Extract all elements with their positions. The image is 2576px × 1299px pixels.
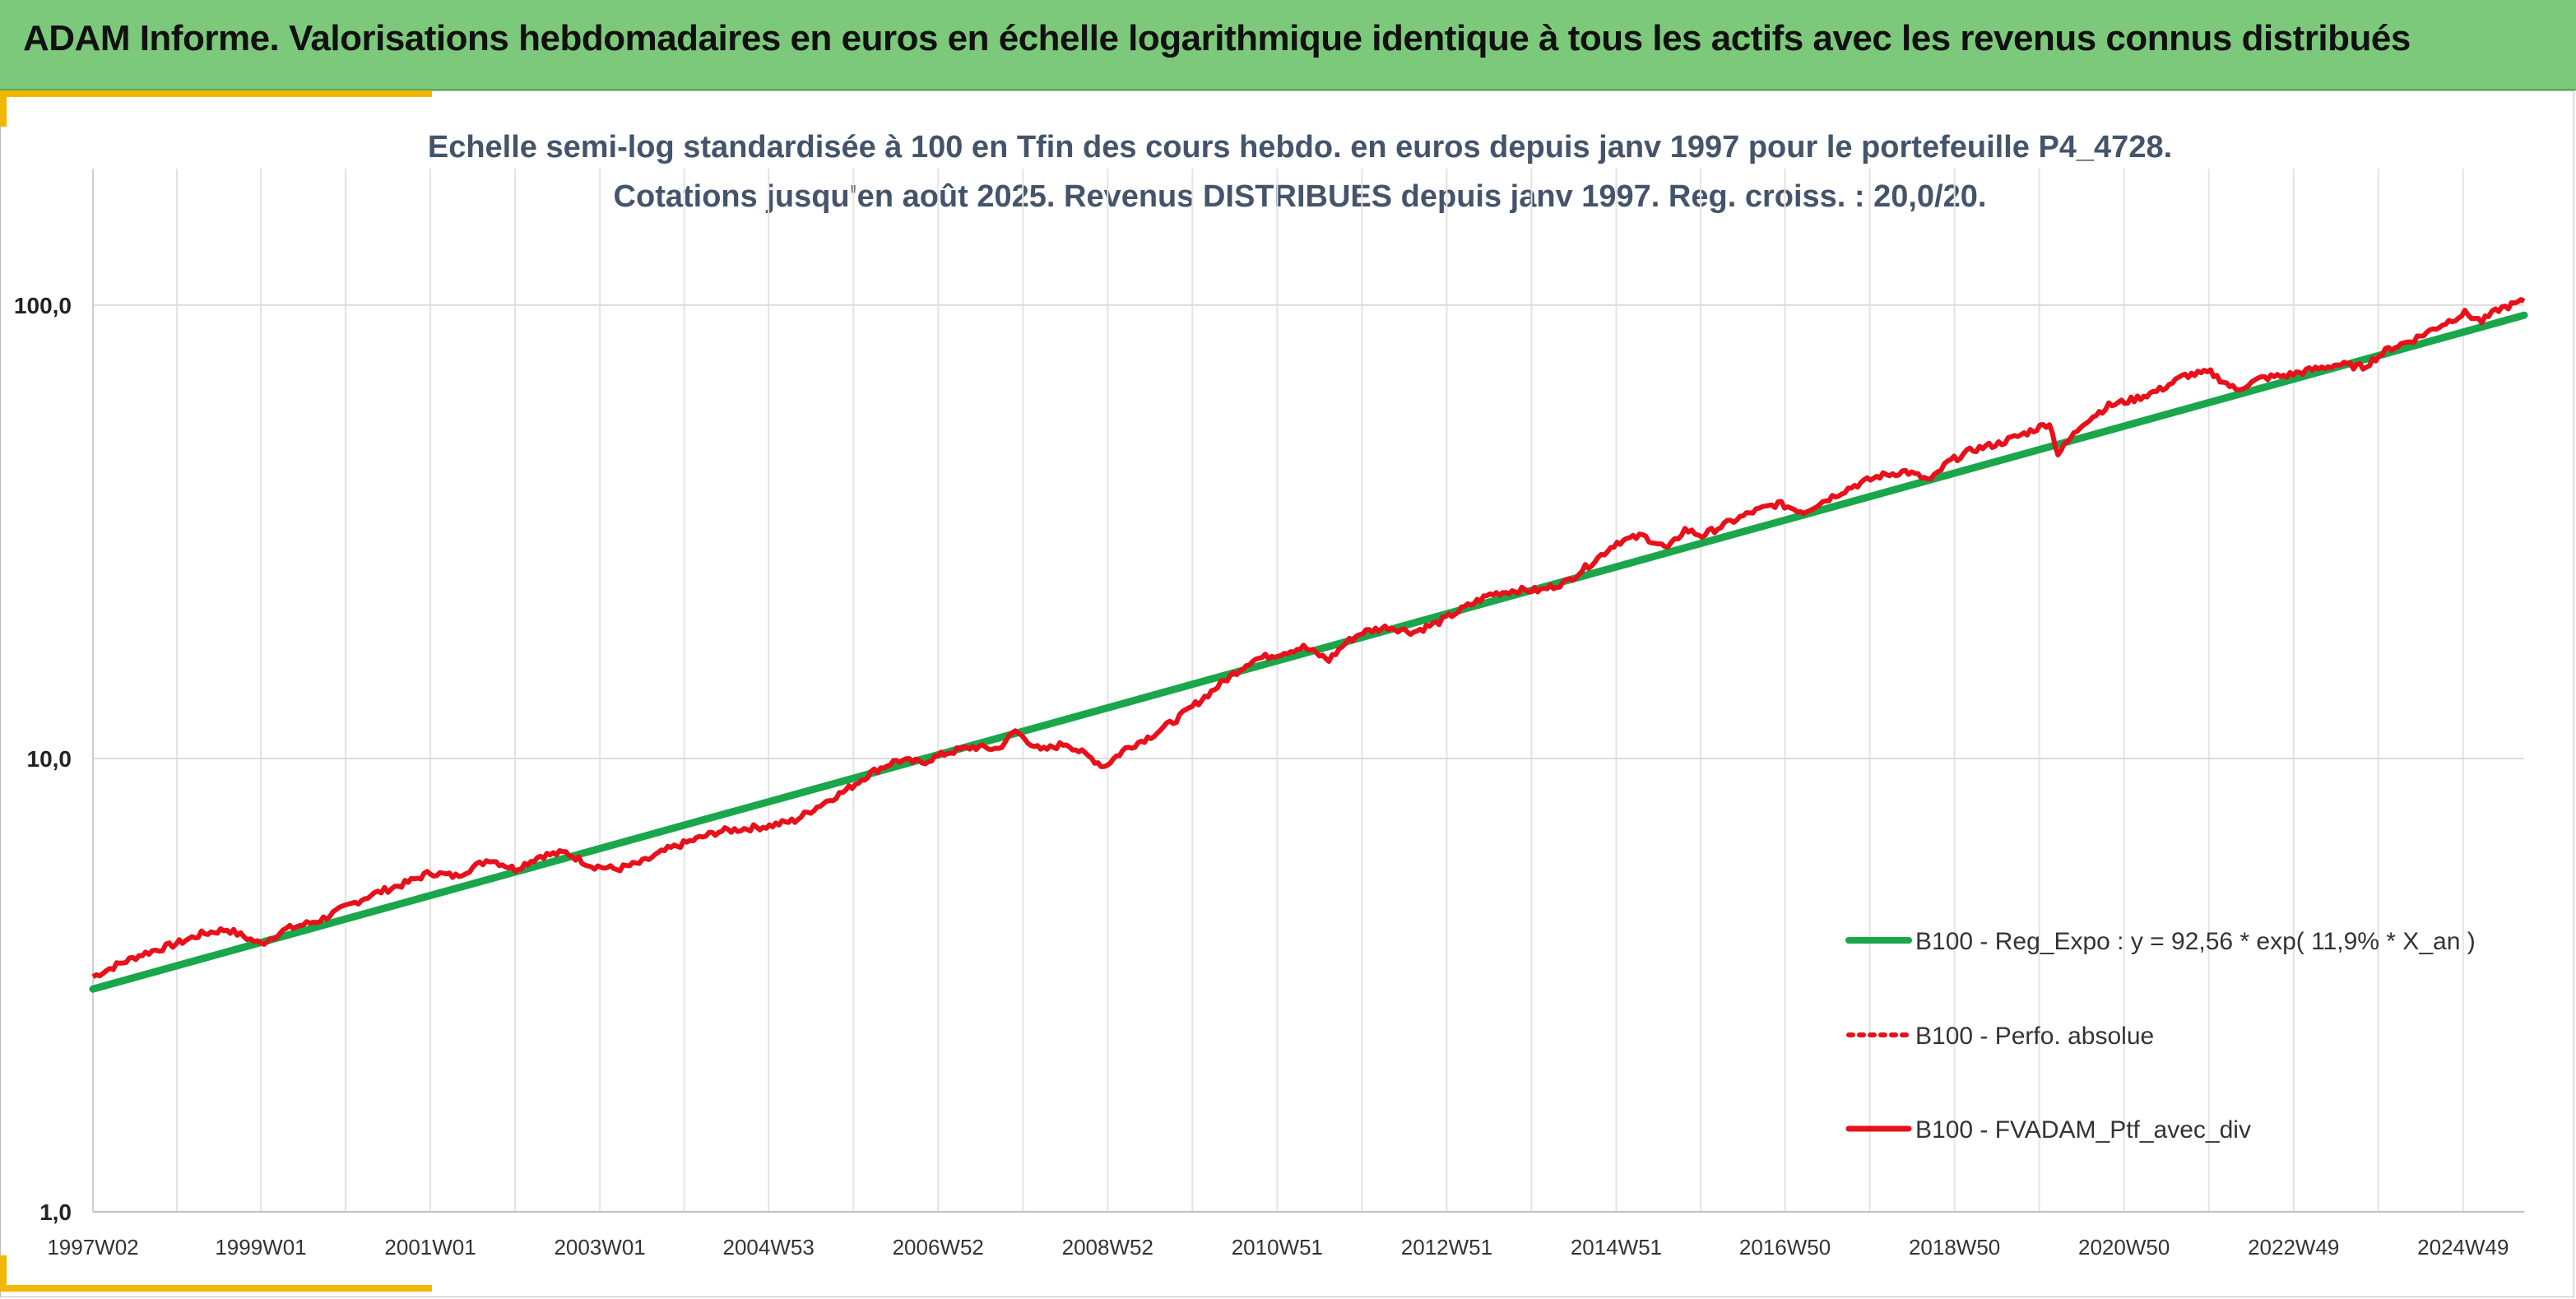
x-tick-label: 2016W50 — [1739, 1235, 1831, 1260]
x-tick-label: 2001W01 — [384, 1235, 476, 1260]
y-axis-tick-labels: 1,0 10,0 100,0 — [14, 293, 72, 1225]
corner-accent-top — [0, 90, 432, 97]
vertical-gridlines — [92, 169, 2464, 1212]
x-axis-tick-labels: 1997W02 1999W01 2001W01 2003W01 2004W53 2006W… — [47, 1235, 2509, 1260]
title-banner: ADAM Informe. Valorisations hebdomadaire… — [0, 0, 2576, 90]
x-tick-label: 1999W01 — [215, 1235, 306, 1260]
report-title: ADAM Informe. Valorisations hebdomadaire… — [23, 18, 2411, 58]
y-tick-label: 100,0 — [14, 293, 72, 318]
y-tick-label: 10,0 — [27, 746, 72, 772]
series-lines — [89, 297, 2528, 993]
horizontal-gridlines — [93, 304, 2524, 1213]
x-tick-label: 2008W52 — [1062, 1235, 1153, 1260]
legend: B100 - Reg_Expo : y = 92,56 * exp( 11,9%… — [1845, 928, 2476, 1144]
x-tick-label: 2022W49 — [2248, 1235, 2339, 1260]
y-tick-label: 1,0 — [39, 1199, 72, 1225]
x-tick-label: 2014W51 — [1571, 1235, 1662, 1260]
x-tick-label: 2018W50 — [1909, 1235, 2000, 1260]
corner-accent-bottom-left — [0, 1255, 7, 1292]
corner-accent-bottom — [0, 1285, 432, 1292]
x-tick-label: 2024W49 — [2417, 1235, 2509, 1260]
x-tick-label: 1997W02 — [47, 1235, 138, 1260]
corner-accent-top-left — [0, 90, 7, 127]
x-tick-label: 2020W50 — [2078, 1235, 2170, 1260]
legend-label: B100 - Perfo. absolue — [1915, 1023, 2154, 1050]
x-tick-label: 2010W51 — [1232, 1235, 1323, 1260]
chart-frame — [0, 90, 2574, 1297]
x-tick-label: 2003W01 — [554, 1235, 645, 1260]
x-tick-label: 2004W53 — [723, 1235, 815, 1260]
chart-title: Echelle semi-log standardisée à 100 en T… — [428, 130, 2172, 165]
portfolio-line — [91, 297, 2526, 979]
x-tick-label: 2012W51 — [1401, 1235, 1492, 1260]
x-tick-label: 2006W52 — [893, 1235, 984, 1260]
legend-label: B100 - FVADAM_Ptf_avec_div — [1915, 1116, 2251, 1144]
chart-subtitle: Cotations jusqu'en août 2025. Revenus DI… — [614, 179, 1987, 214]
legend-label: B100 - Reg_Expo : y = 92,56 * exp( 11,9%… — [1915, 928, 2476, 955]
